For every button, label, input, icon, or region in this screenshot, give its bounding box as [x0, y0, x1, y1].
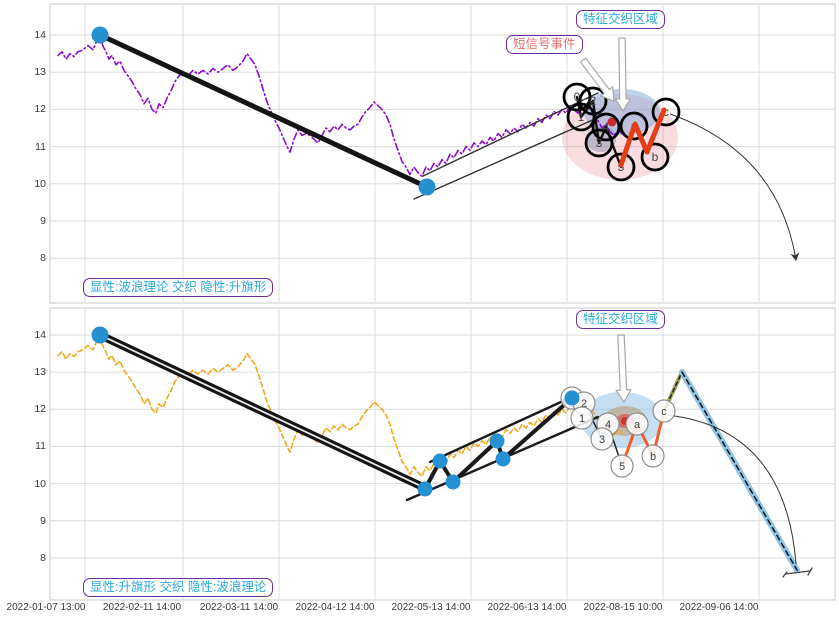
wave-label-circle	[610, 454, 634, 478]
chart1-caption: 显性:波浪理论 交织 隐性:升旗形	[83, 278, 274, 297]
wave-label-text: a	[634, 419, 641, 431]
interweave-zone-label-top: 特征交织区域	[576, 10, 666, 29]
wave-label-circle	[590, 427, 614, 451]
wave-label-circle	[584, 128, 614, 158]
price-series-line	[57, 336, 623, 477]
y-tick: 10	[34, 478, 46, 490]
main-trendline	[97, 32, 430, 190]
wave-label-text: 0	[574, 90, 581, 104]
pivot-dot	[564, 390, 580, 406]
wave-label-circle	[640, 142, 670, 172]
wave-label-text: 3	[596, 136, 603, 150]
wave-label-text: 4	[603, 120, 610, 134]
y-tick: 8	[40, 552, 46, 564]
wave-label-text: 2	[581, 398, 587, 410]
wave-label-text: 3	[599, 434, 605, 446]
wave-label-text: 5	[619, 461, 625, 473]
wave-label-circle	[570, 406, 594, 430]
y-tick: 11	[35, 440, 46, 452]
x-tick: 2022-08-15 10:00	[583, 602, 663, 613]
wave-label-circle	[606, 152, 636, 182]
interweave-zone-ellipse	[584, 89, 660, 135]
red-signal-zigzag	[618, 107, 667, 168]
price-series-line	[57, 36, 623, 178]
wave-label-circle	[625, 412, 649, 436]
flag-pole-core	[99, 334, 426, 489]
y-tick: 11	[35, 141, 46, 153]
x-tick: 2022-04-12 14:00	[295, 602, 375, 613]
pivot-dot	[489, 433, 505, 449]
y-tick: 9	[40, 515, 46, 527]
x-tick: 2022-01-07 13:00	[6, 602, 86, 613]
wave-label-text: 1	[579, 413, 585, 425]
wave-label-text: 1	[578, 110, 585, 124]
callout-arrow	[614, 37, 631, 112]
wave-label-circle	[651, 97, 681, 127]
y-tick: 14	[34, 329, 46, 341]
terminal-whisker	[784, 570, 811, 575]
flag-channel-line	[413, 114, 605, 200]
y-tick: 13	[34, 66, 46, 78]
wave-label-circle	[652, 399, 676, 423]
short-signal-event-label: 短信号事件	[506, 35, 583, 54]
plot-border	[49, 3, 836, 304]
wave-label-circle	[641, 444, 665, 468]
y-tick: 12	[34, 403, 46, 415]
wave-label-text: c	[663, 105, 669, 119]
x-tick: 2022-09-06 14:00	[679, 602, 759, 613]
projection-curve-arrow	[669, 113, 800, 261]
pivot-dot	[495, 451, 511, 467]
x-tick: 2022-02-11 14:00	[102, 602, 182, 613]
wave-label-circle	[591, 112, 621, 142]
interweave-zone-label-bottom: 特征交织区域	[576, 310, 666, 329]
terminal-whisker	[807, 567, 813, 576]
callout-arrow	[579, 57, 615, 102]
wave-label-text: b	[650, 451, 656, 463]
flag-channel-line	[428, 394, 576, 464]
pivot-dot	[91, 326, 109, 344]
pivot-dot	[91, 26, 109, 44]
x-tick: 2022-06-13 14:00	[487, 602, 567, 613]
plot-border	[49, 307, 836, 601]
pivot-dot	[417, 481, 433, 497]
red-wave-zigzag	[620, 409, 666, 468]
y-tick: 9	[40, 215, 46, 227]
y-tick: 8	[40, 252, 46, 264]
y-tick: 12	[34, 103, 46, 115]
wave-label-text: 2	[590, 94, 597, 108]
y-tick: 14	[34, 29, 46, 41]
signal-red-dot	[607, 117, 617, 127]
x-tick: 2022-05-13 14:00	[391, 602, 471, 613]
callout-arrow	[615, 334, 632, 403]
wave-label-text: 4	[605, 419, 611, 431]
chart2-caption: 显性:升旗形 交织 隐性:波浪理论	[83, 578, 274, 597]
wave-label-circle	[619, 111, 649, 141]
wave-label-text: b	[652, 150, 659, 164]
projection-line-dash	[681, 371, 798, 571]
y-tick: 13	[34, 366, 46, 378]
pivot-dot	[445, 474, 461, 490]
y-tick: 10	[34, 178, 46, 190]
pivot-dot	[418, 178, 436, 196]
wave-label-circle	[566, 102, 596, 132]
projection-curve-arrow	[666, 414, 797, 565]
wave-label-circle	[562, 82, 592, 112]
wave-label-text: c	[661, 406, 667, 418]
x-tick: 2022-03-11 14:00	[199, 602, 279, 613]
pivot-dot	[432, 453, 448, 469]
